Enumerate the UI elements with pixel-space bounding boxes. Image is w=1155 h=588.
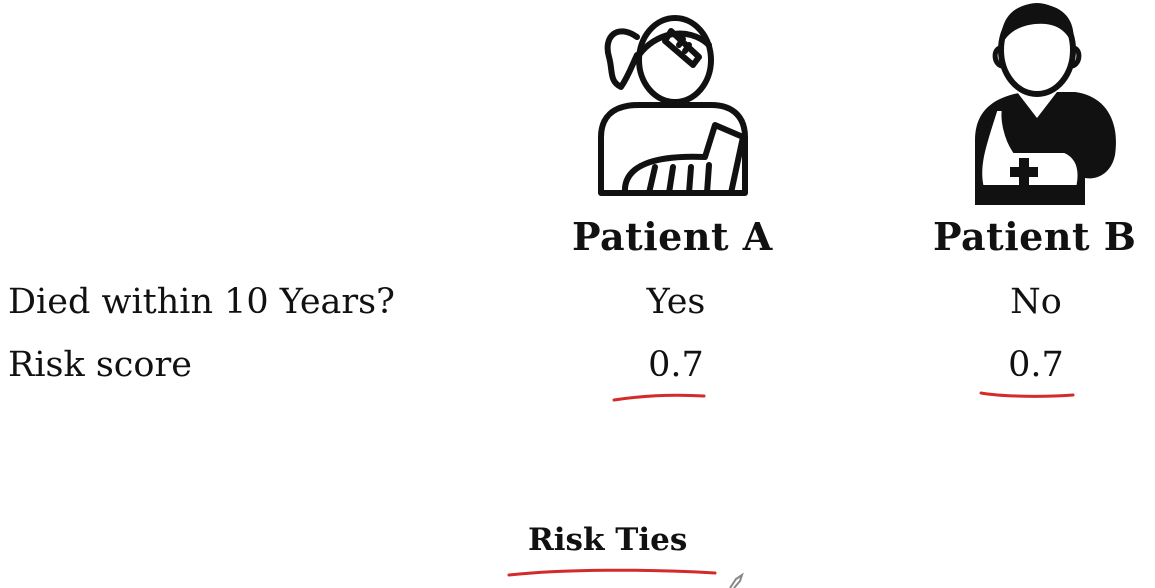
patient-b-title: Patient B (933, 214, 1137, 259)
patient-a-died-value: Yes (646, 282, 706, 322)
risk-ties-caption: Risk Ties (528, 522, 688, 558)
patient-b-risk-score: 0.7 (1008, 345, 1064, 385)
caption-underline (507, 568, 717, 577)
died-row-label: Died within 10 Years? (8, 282, 395, 322)
patient-a-risk-score: 0.7 (648, 345, 704, 385)
pen-cursor-icon (729, 572, 744, 588)
patient-a-risk-underline (612, 393, 706, 402)
patient-b-died-value: No (1010, 282, 1062, 322)
patient-b-risk-underline (979, 391, 1075, 398)
male-patient-arm-sling-icon (975, 3, 1116, 205)
patient-a-title: Patient A (572, 214, 773, 259)
risk-row-label: Risk score (8, 345, 192, 385)
female-patient-arm-cast-icon (598, 15, 748, 196)
